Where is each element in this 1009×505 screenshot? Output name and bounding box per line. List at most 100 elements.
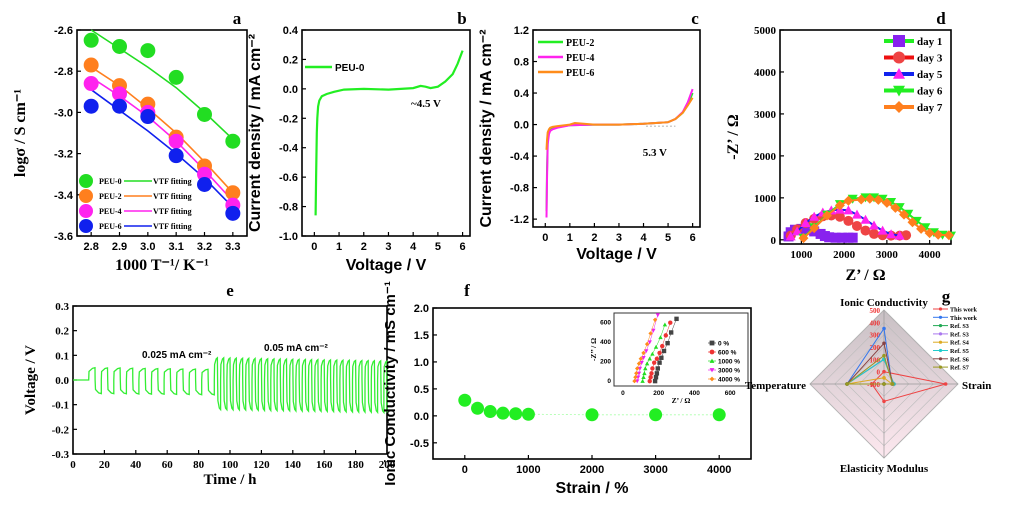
legend-marker bbox=[893, 85, 905, 97]
inset-data-point bbox=[659, 355, 664, 360]
legend-marker bbox=[938, 324, 943, 328]
radar-tick-label: 300 bbox=[870, 332, 881, 340]
y-tick-label: -0.3 bbox=[52, 449, 70, 461]
series-line bbox=[73, 356, 388, 415]
y-tick-label: -0.2 bbox=[52, 424, 70, 436]
data-point bbox=[851, 220, 862, 231]
inset-legend-label: 600 % bbox=[718, 350, 737, 357]
data-point bbox=[483, 405, 497, 419]
x-tick-label: 40 bbox=[130, 459, 142, 471]
panel-letter: a bbox=[233, 9, 242, 28]
inset-data-point bbox=[655, 313, 660, 318]
x-tick-label: 180 bbox=[347, 459, 364, 471]
x-tick-label: 1 bbox=[567, 232, 573, 244]
inset-data-point bbox=[665, 340, 670, 346]
inset-data-point bbox=[662, 322, 668, 327]
inset-data-point bbox=[657, 360, 662, 365]
data-point bbox=[920, 223, 931, 233]
x-tick-label: 2000 bbox=[580, 464, 604, 476]
inset-data-point bbox=[652, 378, 658, 384]
data-point bbox=[843, 205, 854, 215]
y-tick-label: -0.4 bbox=[510, 151, 530, 163]
legend-marker bbox=[938, 357, 943, 361]
data-point bbox=[924, 228, 935, 239]
data-point bbox=[197, 106, 212, 122]
y-tick-label: -3.0 bbox=[54, 107, 73, 119]
inset-x-tick-label: 200 bbox=[653, 390, 664, 397]
legend-label: PEU-4 bbox=[566, 53, 594, 64]
data-point bbox=[168, 69, 184, 85]
legend-marker bbox=[893, 35, 905, 47]
inset-data-point bbox=[657, 350, 662, 356]
data-point bbox=[112, 86, 127, 102]
data-point bbox=[83, 76, 99, 92]
legend-marker bbox=[938, 332, 943, 336]
radar-point bbox=[882, 382, 886, 386]
x-axis-label: Time / h bbox=[203, 472, 257, 488]
series-line bbox=[545, 97, 694, 150]
y-tick-label: -3.4 bbox=[54, 190, 74, 202]
panel-letter: f bbox=[464, 281, 470, 300]
data-point bbox=[83, 98, 99, 114]
data-point bbox=[873, 194, 884, 205]
inset-data-point bbox=[643, 366, 648, 371]
radar-point bbox=[890, 382, 895, 386]
x-tick-label: 2000 bbox=[833, 249, 856, 261]
y-tick-label: -0.2 bbox=[279, 113, 298, 125]
data-point bbox=[830, 232, 841, 243]
data-point bbox=[869, 220, 879, 230]
legend-marker bbox=[79, 189, 93, 203]
y-tick-label: -1.0 bbox=[279, 231, 298, 243]
inset-data-point bbox=[641, 375, 646, 379]
radar-tick-label: -100 bbox=[867, 381, 880, 389]
x-axis-label: Voltage / V bbox=[346, 257, 427, 274]
inset-data-point bbox=[668, 330, 674, 335]
inset-data-point bbox=[634, 371, 639, 376]
data-point bbox=[785, 231, 796, 241]
x-tick-label: 5 bbox=[435, 241, 441, 253]
data-point bbox=[843, 215, 854, 226]
legend-marker bbox=[938, 348, 943, 353]
legend-label: Ref. S6 bbox=[950, 356, 969, 363]
y-tick-label: 0.5 bbox=[414, 384, 429, 396]
legend-label: VTF fitting bbox=[153, 192, 192, 201]
annotation: ~4.5 V bbox=[411, 98, 441, 110]
panel-letter: b bbox=[457, 9, 466, 28]
data-point bbox=[943, 230, 954, 241]
legend-marker bbox=[938, 307, 943, 311]
x-tick-label: 1 bbox=[336, 241, 342, 253]
x-tick-label: 3 bbox=[616, 232, 622, 244]
data-point bbox=[649, 408, 663, 422]
inset-data-point bbox=[635, 375, 641, 380]
radar-point bbox=[882, 376, 886, 380]
inset-y-tick-label: 200 bbox=[600, 359, 611, 366]
y-tick-label: 0.0 bbox=[514, 120, 529, 132]
inset-legend-label: 1000 % bbox=[718, 359, 740, 366]
annotation: 0.05 mA cm⁻² bbox=[264, 343, 328, 354]
y-tick-label: 2.0 bbox=[414, 303, 429, 315]
inset-data-point bbox=[644, 349, 649, 354]
data-point bbox=[509, 407, 523, 421]
panel-c: 0 1 2 3 4 5 6 -1.2 -0.8 -0.4 0.0 0.4 0.8 1.2 Voltage /… bbox=[478, 9, 701, 263]
radar-axis-label: Temperature bbox=[745, 380, 806, 392]
data-point bbox=[225, 133, 241, 149]
data-point bbox=[899, 209, 909, 220]
y-tick-label: 0.4 bbox=[514, 88, 530, 100]
data-point bbox=[916, 223, 927, 234]
legend-label: Ref. S4 bbox=[950, 340, 969, 347]
inset-data-point bbox=[653, 375, 659, 380]
plot-frame bbox=[301, 29, 471, 237]
inset-x-axis-label: Z’ / Ω bbox=[672, 396, 691, 405]
data-point bbox=[112, 98, 127, 114]
y-tick-label: -0.1 bbox=[52, 400, 69, 412]
x-tick-label: 120 bbox=[253, 459, 270, 471]
data-point bbox=[168, 148, 184, 164]
inset-data-point bbox=[654, 371, 660, 376]
x-tick-label: 1000 bbox=[516, 464, 540, 476]
x-tick-label: 60 bbox=[162, 459, 174, 471]
legend-label: PEU-6 bbox=[566, 68, 594, 79]
legend-marker bbox=[79, 219, 93, 233]
x-tick-label: 4 bbox=[410, 241, 417, 253]
y-tick-label: 0.3 bbox=[55, 301, 69, 313]
inset-data-point bbox=[674, 316, 679, 322]
